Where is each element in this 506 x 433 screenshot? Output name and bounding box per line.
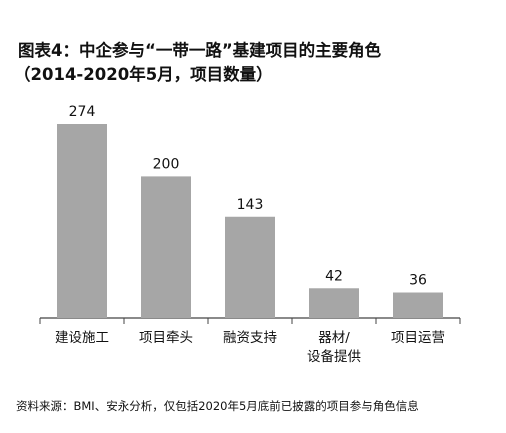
x-tick-label-5: 项目运营 — [391, 330, 445, 346]
bar-4 — [309, 288, 359, 318]
data-label-3: 143 — [237, 197, 264, 213]
data-label-2: 200 — [153, 156, 180, 172]
x-tick-label-3: 融资支持 — [223, 330, 277, 346]
x-tick-label-1: 建设施工 — [55, 330, 109, 346]
bar-5 — [393, 292, 443, 318]
data-label-5: 36 — [409, 273, 427, 289]
chart-title: 图表4：中企参与“一带一路”基建项目的主要角色 — [18, 41, 382, 60]
bar-3 — [225, 216, 275, 318]
data-label-4: 42 — [325, 268, 343, 284]
x-tick-label-2: 项目牵头 — [139, 330, 193, 346]
x-tick-label-4: 器材/设备提供 — [307, 330, 361, 365]
bar-1 — [57, 124, 107, 318]
chart-subtitle: （2014-2020年5月，项目数量） — [14, 65, 273, 84]
chart-source-note: 资料来源：BMI、安永分析，仅包括2020年5月底前已披露的项目参与角色信息 — [16, 399, 419, 413]
data-label-1: 274 — [69, 104, 96, 120]
bar-2 — [141, 176, 191, 318]
